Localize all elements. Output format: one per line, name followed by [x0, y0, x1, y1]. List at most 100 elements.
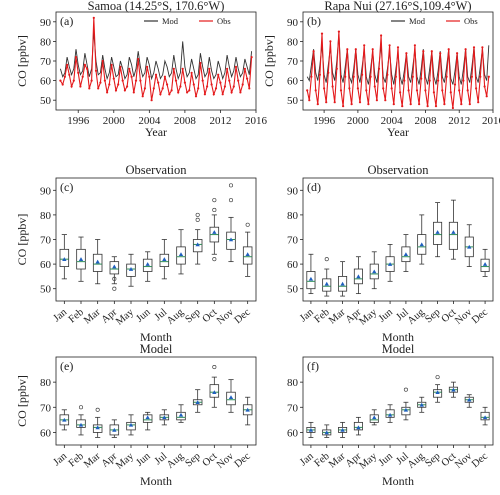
- data-point-obs: [243, 67, 246, 70]
- data-point-obs: [157, 81, 160, 84]
- mean-marker: [356, 274, 361, 279]
- data-point-obs: [123, 89, 126, 92]
- data-point-obs: [335, 67, 338, 70]
- mean-marker: [245, 407, 250, 412]
- mean-marker: [340, 281, 345, 286]
- data-point-obs: [172, 67, 175, 70]
- mean-marker: [403, 407, 409, 412]
- y-tick-label: 90: [287, 17, 299, 29]
- mean-marker: [308, 427, 314, 432]
- y-tick-label: 90: [40, 17, 52, 29]
- outlier-point: [195, 212, 200, 217]
- plot-frame: [302, 177, 494, 302]
- data-point-obs: [208, 67, 211, 70]
- data-point-obs: [126, 85, 129, 88]
- panel-c: 50 60 70 80 90 CO [ppbv] Month Observation (c) Ja…: [15, 163, 257, 344]
- data-point-obs: [130, 75, 133, 78]
- data-point-obs: [346, 48, 349, 51]
- data-point-obs: [86, 67, 89, 70]
- outlier-point: [245, 222, 250, 227]
- data-point-obs: [92, 16, 95, 19]
- data-point-obs: [68, 73, 71, 76]
- data-point-obs: [177, 91, 180, 94]
- mean-marker: [145, 262, 150, 266]
- mean-marker: [435, 230, 440, 234]
- x-tick-label: 2008: [174, 115, 197, 127]
- x-tick-label: May: [114, 450, 136, 471]
- data-point-obs: [371, 48, 374, 51]
- data-point-obs: [139, 79, 142, 82]
- chart-title: Model: [382, 342, 415, 356]
- data-point-obs: [462, 79, 465, 82]
- mean-marker: [78, 422, 84, 427]
- chart-title: Rapa Nui (27.16°S,109.4°W): [324, 0, 471, 13]
- data-point-obs: [363, 44, 366, 47]
- data-point-obs: [63, 75, 66, 78]
- data-point-obs: [441, 89, 444, 92]
- data-point-obs: [217, 73, 220, 76]
- data-point-obs: [407, 89, 410, 92]
- x-tick-label: 2012: [209, 115, 231, 127]
- panel-label: (b): [307, 14, 321, 28]
- data-point-obs: [384, 99, 387, 102]
- data-point-obs: [405, 52, 408, 55]
- outlier-point: [112, 276, 117, 281]
- data-point-obs: [373, 85, 376, 88]
- legend-entry: Obs: [464, 16, 478, 26]
- data-point-obs: [226, 67, 229, 70]
- mean-marker: [467, 244, 472, 249]
- data-point-obs: [415, 89, 419, 92]
- mean-marker: [419, 402, 424, 407]
- mean-marker: [324, 281, 329, 286]
- y-tick-label: 70: [287, 235, 299, 247]
- data-point-obs: [316, 103, 319, 106]
- y-tick-label: 70: [40, 56, 52, 68]
- data-point-obs: [246, 77, 249, 80]
- outlier-point: [228, 183, 234, 188]
- data-point-obs: [210, 83, 213, 86]
- x-axis-label: Year: [387, 125, 409, 139]
- mean-marker: [356, 425, 361, 430]
- data-point-obs: [434, 105, 438, 108]
- y-tick-label: 60: [287, 76, 299, 88]
- data-point-obs: [361, 73, 364, 76]
- data-point-obs: [194, 95, 198, 98]
- legend-entry: Mod: [162, 16, 179, 26]
- x-tick-label: 1996: [313, 115, 336, 127]
- mean-marker: [128, 422, 134, 427]
- data-point-obs: [174, 79, 178, 82]
- y-tick-label: 60: [287, 259, 299, 271]
- x-tick-label: 2000: [347, 115, 370, 127]
- data-point-obs: [201, 79, 204, 82]
- data-point-obs: [409, 103, 412, 106]
- data-point-obs: [483, 85, 486, 88]
- mean-marker: [482, 262, 488, 266]
- y-tick-label: 80: [40, 377, 52, 389]
- data-point-obs: [466, 89, 469, 92]
- data-point-obs: [166, 83, 169, 86]
- x-axis-label: Month: [140, 474, 172, 488]
- data-point-obs: [143, 87, 146, 90]
- mean-marker: [245, 252, 250, 257]
- mean-marker: [372, 269, 377, 274]
- data-point-obs: [477, 101, 480, 104]
- chart-title: Model: [140, 342, 173, 356]
- data-point-obs: [401, 105, 404, 108]
- outlier-point: [78, 405, 84, 410]
- data-point-obs: [487, 75, 490, 78]
- mean-marker: [467, 397, 472, 402]
- data-point-obs: [318, 73, 321, 76]
- x-tick-label: Oct: [201, 307, 220, 325]
- data-point-obs: [342, 105, 345, 108]
- x-tick-label: Dec: [470, 451, 490, 471]
- outlier-point: [212, 207, 217, 213]
- data-point-obs: [430, 50, 433, 53]
- data-point-obs: [312, 50, 315, 53]
- x-tick-label: 1996: [67, 115, 90, 127]
- series-line-mod: [59, 31, 253, 81]
- data-point-obs: [61, 83, 64, 86]
- data-point-obs: [320, 32, 324, 35]
- x-tick-label: 2016: [245, 115, 268, 127]
- data-point-obs: [443, 103, 446, 106]
- mean-marker: [324, 430, 329, 435]
